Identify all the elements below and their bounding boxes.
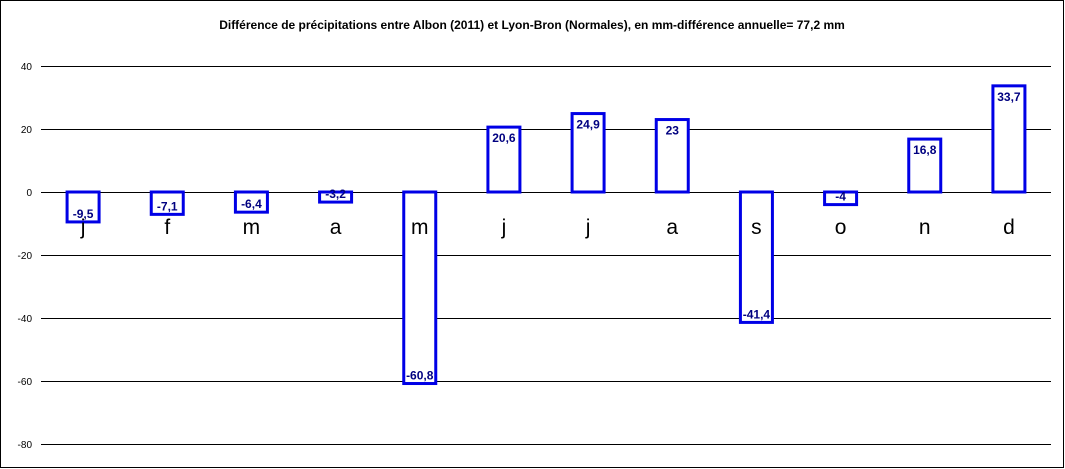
y-tick-label: -80	[18, 440, 33, 451]
data-label: -9,5	[73, 207, 94, 221]
y-tick-label: -60	[18, 377, 33, 388]
x-category-label: o	[835, 216, 847, 239]
x-category-label: m	[411, 216, 429, 239]
x-category-label: d	[1003, 216, 1015, 239]
data-label: 24,9	[576, 118, 600, 132]
bar	[149, 190, 185, 216]
bar	[991, 84, 1027, 194]
data-label: -41,4	[743, 307, 771, 321]
bar	[486, 125, 522, 194]
x-category-label: j	[585, 216, 591, 239]
data-label: -60,8	[406, 369, 434, 383]
data-label: 20,6	[492, 131, 516, 145]
x-category-label: a	[666, 216, 678, 239]
bar	[233, 190, 269, 214]
chart-title: Différence de précipitations entre Albon…	[219, 18, 845, 32]
data-label: -7,1	[157, 199, 178, 213]
data-label: -3,2	[325, 187, 346, 201]
data-label: 33,7	[997, 90, 1021, 104]
bar	[318, 190, 354, 204]
y-axis: 40 20 0 -20 -40 -60 -80	[18, 62, 33, 451]
data-label: 16,8	[913, 143, 937, 157]
y-tick-label: 0	[26, 188, 32, 199]
x-category-label: j	[80, 216, 86, 239]
bar	[570, 112, 606, 194]
bar	[402, 190, 438, 386]
bar	[738, 190, 774, 324]
y-tick-label: 20	[21, 125, 33, 136]
x-category-label: n	[919, 216, 931, 239]
x-category-label: m	[243, 216, 261, 239]
data-label: -4	[835, 190, 846, 204]
gridlines	[41, 66, 1051, 445]
bar	[65, 190, 101, 224]
data-label: 23	[666, 124, 680, 138]
bar	[654, 118, 690, 194]
y-tick-label: -40	[18, 314, 33, 325]
bar	[907, 137, 943, 194]
x-category-label: j	[501, 216, 507, 239]
data-label: -6,4	[241, 197, 262, 211]
x-category-label: a	[330, 216, 342, 239]
x-category-label: f	[164, 216, 170, 239]
y-tick-label: -20	[18, 251, 33, 262]
data-labels: -9,5 -7,1 -6,4 -3,2 -60,8 20,6 24,9 23 -41,4 -4 16…	[73, 90, 1021, 383]
x-category-label: s	[751, 216, 762, 239]
bars	[65, 84, 1027, 386]
bar	[823, 190, 859, 207]
y-tick-label: 40	[21, 62, 33, 73]
